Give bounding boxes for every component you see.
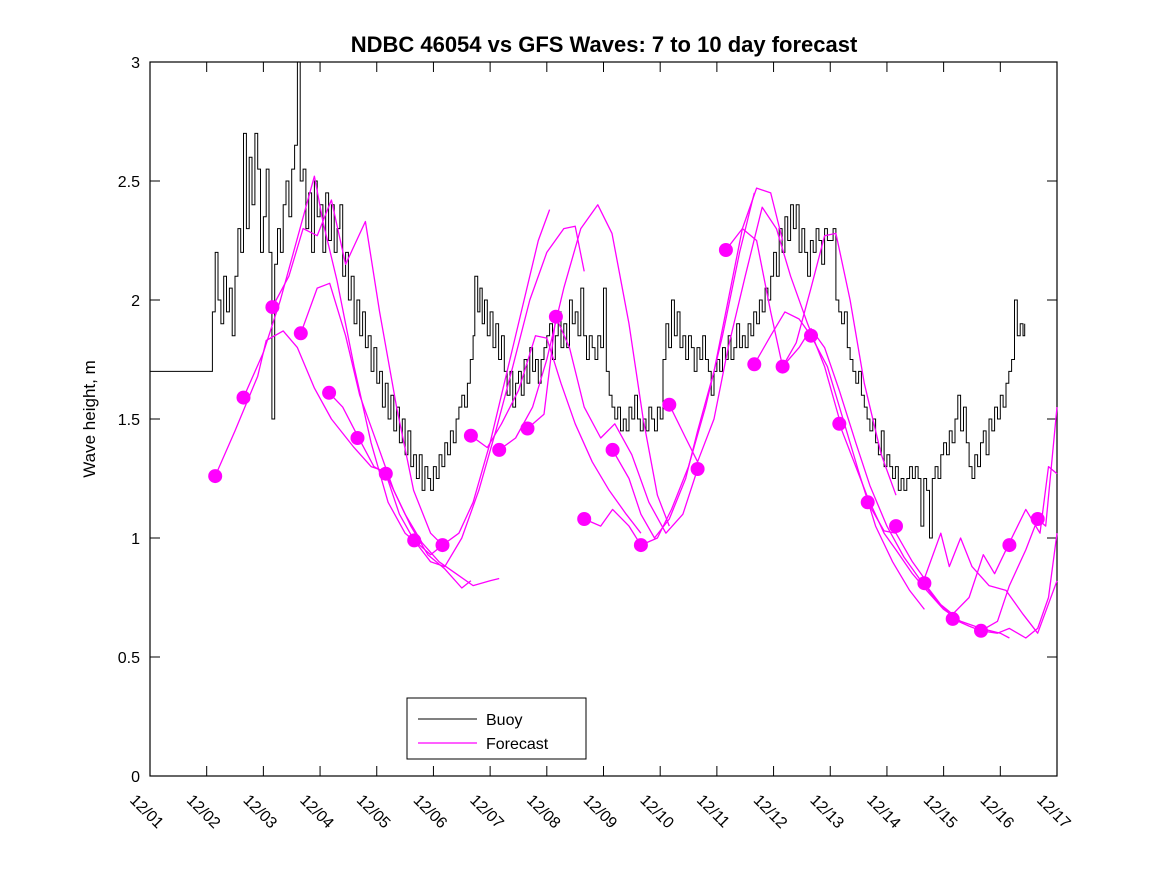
forecast-line — [214, 330, 386, 477]
y-tick-label: 2 — [131, 293, 140, 310]
x-tick-label: 12/16 — [976, 792, 1016, 832]
forecast-dot — [974, 623, 988, 638]
buoy-line — [150, 61, 1026, 539]
x-tick-label: 12/14 — [863, 792, 903, 832]
legend: Buoy Forecast — [406, 697, 587, 760]
forecast-dot — [633, 538, 648, 553]
x-tick-label: 12/12 — [750, 792, 790, 832]
forecast-dot — [520, 421, 535, 436]
x-tick-label: 12/01 — [126, 792, 166, 832]
legend-buoy-label: Buoy — [486, 712, 522, 729]
forecast-dot — [577, 512, 592, 526]
forecast-dot — [407, 533, 422, 548]
forecast-dot — [293, 326, 308, 341]
x-tick-label: 12/11 — [693, 792, 733, 832]
y-tick-label: 1.5 — [118, 412, 140, 429]
forecast-dot — [860, 495, 875, 510]
forecast-dot — [463, 428, 478, 443]
forecast-dot — [804, 328, 818, 343]
x-tick-label: 12/10 — [636, 792, 676, 832]
forecast-line — [753, 311, 925, 610]
forecast-dot — [917, 576, 932, 591]
forecast-line — [952, 407, 1058, 632]
x-tick-label: 12/07 — [466, 792, 506, 832]
forecast-dot — [945, 611, 960, 626]
axes: 12/01 12/02 12/03 12/04 12/05 12/06 12/07 12/08… — [118, 55, 1074, 832]
forecast-line — [725, 227, 897, 496]
forecast-dot — [492, 442, 507, 457]
x-tick-label: 12/06 — [410, 792, 450, 832]
forecast-dot — [1030, 512, 1045, 526]
legend-box — [406, 697, 587, 760]
forecast-line — [980, 533, 1058, 639]
forecast-line — [498, 204, 670, 527]
plot-series — [150, 61, 1058, 639]
forecast-line — [612, 187, 784, 539]
y-tick-label: 2.5 — [118, 174, 140, 191]
forecast-line — [413, 225, 585, 568]
forecast-dot — [1002, 538, 1017, 553]
y-tick-label: 3 — [131, 55, 140, 72]
forecast-dot — [718, 243, 733, 257]
forecast-line — [385, 209, 551, 556]
forecast-dot — [236, 390, 251, 405]
forecast-dot — [350, 431, 365, 445]
x-tick-label: 12/04 — [296, 792, 336, 832]
forecast-dot — [378, 466, 393, 481]
forecast-line — [300, 282, 472, 589]
forecast-dot — [662, 397, 677, 412]
forecast-dot — [435, 538, 450, 553]
x-tick-label: 12/03 — [240, 792, 280, 832]
forecast-line — [923, 465, 1058, 615]
forecast-dot — [832, 416, 847, 431]
forecast-dot — [690, 462, 705, 476]
x-tick-label: 12/02 — [183, 792, 223, 832]
forecast-line — [328, 392, 500, 587]
forecast-dot — [548, 309, 563, 324]
axes-box — [149, 61, 1058, 777]
forecast-line — [470, 335, 642, 534]
forecast-line — [527, 316, 699, 534]
forecast-dot — [605, 442, 620, 457]
forecast-dot — [889, 519, 903, 534]
x-tick-label: 12/17 — [1033, 792, 1073, 832]
forecast-dot — [747, 357, 762, 372]
forecast-dot — [265, 300, 280, 315]
y-tick-label: 0 — [131, 769, 140, 786]
x-tick-label: 12/05 — [353, 792, 393, 832]
x-tick-label: 12/13 — [806, 792, 846, 832]
forecast-line — [838, 423, 1010, 639]
forecast-line — [271, 199, 443, 546]
chart-title: NDBC 46054 vs GFS Waves: 7 to 10 day for… — [351, 32, 858, 57]
legend-forecast-label: Forecast — [486, 736, 549, 753]
x-tick-label: 12/09 — [580, 792, 620, 832]
y-axis-label: Wave height, m — [80, 360, 99, 477]
forecast-dot — [322, 385, 337, 400]
y-tick-label: 1 — [131, 531, 140, 548]
forecast-line — [782, 327, 954, 617]
x-tick-label: 12/08 — [523, 792, 563, 832]
forecast-dot — [775, 359, 790, 374]
forecast-dot — [208, 469, 223, 484]
forecast-line — [583, 192, 755, 546]
x-tick-label: 12/15 — [920, 792, 960, 832]
forecast-line — [867, 501, 1058, 634]
y-tick-label: 0.5 — [118, 650, 140, 667]
